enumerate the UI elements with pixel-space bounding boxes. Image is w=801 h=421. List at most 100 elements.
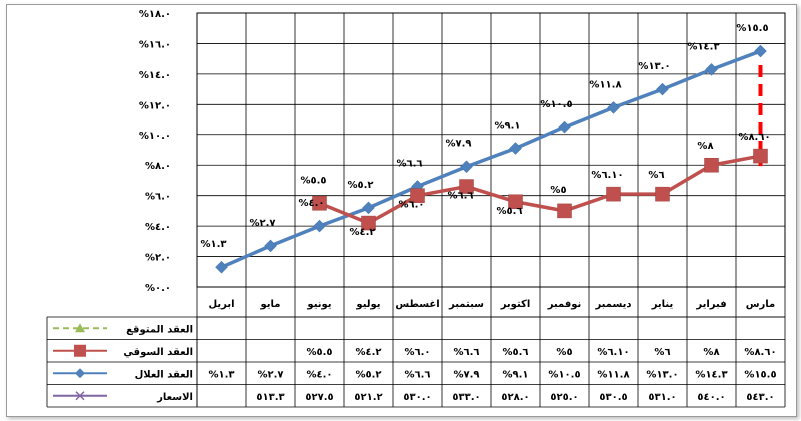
table-cell-market: %٦.٦ xyxy=(453,347,479,358)
fair-series-point xyxy=(607,101,620,114)
table-cell-market: %٦.٠ xyxy=(404,347,430,358)
table-cell-prices: ٥٢٥.٠ xyxy=(550,392,578,403)
plot-series xyxy=(215,44,768,274)
fair-series-point xyxy=(754,44,767,58)
market-data-label: %٥.٦ xyxy=(496,206,522,217)
market-data-label: %٦.٠ xyxy=(398,200,424,211)
market-series-point xyxy=(508,194,523,210)
table-cell-fair: %٩.١ xyxy=(502,369,528,380)
legend-marker-prices xyxy=(75,391,85,401)
fair-data-label: %١٥.٥ xyxy=(736,23,768,34)
table-cell-prices: ٥٤٠.٠ xyxy=(697,392,725,403)
fair-series-point xyxy=(362,201,375,215)
legend-label-prices: الاسعار xyxy=(156,392,193,403)
market-data-label: %٨.٦٠ xyxy=(738,132,770,143)
y-tick-label: %١٤.٠ xyxy=(139,70,171,81)
fair-data-label: %١.٣ xyxy=(200,239,226,250)
table-cell-fair: %٥.٢ xyxy=(355,369,381,380)
table-cell-market: %٦ xyxy=(654,347,670,358)
table-cell-prices: ٥٤٣.٠ xyxy=(746,392,774,403)
x-category-label: يناير xyxy=(651,299,674,310)
x-category-label: نوفمبر xyxy=(547,299,582,310)
market-data-label: %٤.٢ xyxy=(349,227,375,238)
market-data-label: %٥.٥ xyxy=(300,175,326,186)
y-tick-label: %٤.٠ xyxy=(145,222,171,233)
table-cell-prices: ٥٢٧.٥ xyxy=(305,392,333,403)
market-series-point xyxy=(459,179,474,194)
table-cell-fair: %١٤.٣ xyxy=(695,369,727,380)
fair-data-label: %٥.٢ xyxy=(347,180,373,191)
y-tick-label: %١٦.٠ xyxy=(139,39,171,50)
table-cell-fair: %١.٣ xyxy=(208,369,234,380)
fair-data-label: %١٤.٣ xyxy=(687,41,719,52)
table-cell-fair: %١٥.٥ xyxy=(744,369,776,380)
legend-marker-expected xyxy=(75,323,85,333)
market-series-point xyxy=(410,188,425,203)
x-category-label: اكتوبر xyxy=(500,299,531,310)
y-tick-label: %١٨.٠ xyxy=(139,9,171,20)
x-axis-categories: مارس فبراير يناير ديسمبر نوفمبر اكتوبر سبتمبر ا… xyxy=(208,299,775,310)
table-cell-fair: %١٣.٠ xyxy=(646,369,678,380)
fair-series-point xyxy=(313,219,326,233)
market-data-label: %٥ xyxy=(550,185,566,196)
table-cell-market: %٥.٦ xyxy=(502,347,528,358)
market-series-point xyxy=(655,186,670,202)
table-cell-prices: ٥٣٠.٠ xyxy=(403,392,431,403)
table-cell-fair: %١١.٨ xyxy=(597,369,629,380)
market-series-point xyxy=(361,215,376,231)
y-axis-ticks: %٠.٠ %٢.٠ %٤.٠ %٦.٠ %٨.٠ %١٠.٠ %١٢.٠ %١٤.٠ %١٦.٠… xyxy=(139,9,171,294)
table-cell-prices: ٥٣١.٠ xyxy=(648,392,676,403)
fair-series-point xyxy=(460,160,473,174)
fair-data-label: %١٠.٥ xyxy=(540,99,572,110)
fair-series-point xyxy=(705,62,718,76)
legend-label-expected: العقد المتوقع xyxy=(126,324,193,335)
legend-label-fair: العقد العلال xyxy=(135,369,193,380)
fair-data-label: %٩.١ xyxy=(494,120,520,131)
data-labels: %١٥.٥ %١٤.٣ %١٣.٠ %١١.٨ %١٠.٥ %٩.١ %٧.٩ %٦.٦ %٥.… xyxy=(200,23,770,250)
table-cell-prices: ٥٣٠.٥ xyxy=(599,392,627,403)
market-series-point xyxy=(753,148,768,164)
market-data-label: %٦ xyxy=(648,170,664,181)
market-data-label: %٦.٦ xyxy=(447,191,473,202)
table-cell-market: %٨ xyxy=(703,347,719,358)
table-cell-prices: ٥١٣.٣ xyxy=(256,392,284,403)
x-category-label: ديسمبر xyxy=(594,299,631,310)
market-series-point xyxy=(312,196,327,211)
fair-data-label: %٢.٧ xyxy=(249,218,275,229)
table-cell-fair: %٢.٧ xyxy=(257,369,283,380)
x-category-label: فبراير xyxy=(695,299,726,310)
x-category-label: اغسطس xyxy=(395,299,439,310)
fair-series-point xyxy=(264,239,277,253)
legend-label-market: العقد السوقي xyxy=(123,347,193,358)
table-cell-prices: ٥٢١.٢ xyxy=(354,392,382,403)
fair-series-point xyxy=(656,82,669,96)
table-cell-market: %٦.١٠ xyxy=(597,347,629,358)
table-cell-fair: %٦.٦ xyxy=(404,369,430,380)
market-data-label: %٦.١٠ xyxy=(591,170,623,181)
table-cell-fair: %٧.٩ xyxy=(453,369,479,380)
y-tick-label: %٨.٠ xyxy=(145,161,171,172)
fair-data-label: %٤.٠ xyxy=(298,198,324,209)
table-cell-market: %٥ xyxy=(556,347,572,358)
fair-data-label: %١٣.٠ xyxy=(638,61,670,72)
fair-series-point xyxy=(558,120,571,134)
market-series-point xyxy=(704,157,719,173)
market-series-point xyxy=(606,186,621,202)
fair-series-point xyxy=(215,260,228,274)
x-category-label: يونيو xyxy=(306,299,331,310)
market-series-line xyxy=(318,154,761,226)
legend-marker-market xyxy=(74,344,86,357)
data-table: العقد المتوقع العقد السوقي %٨.٦٠ %٨ %٦ %٦.١٠%… xyxy=(53,323,777,403)
x-category-label: سبتمبر xyxy=(448,299,484,310)
table-cell-prices: ٥٢٨.٠ xyxy=(501,392,529,403)
y-tick-label: %١٢.٠ xyxy=(139,100,171,111)
table-cell-market: %٤.٢ xyxy=(355,347,381,358)
market-series-point xyxy=(557,203,572,219)
fair-series-point xyxy=(509,142,522,155)
y-tick-label: %٦.٠ xyxy=(145,192,171,203)
fair-data-label: %١١.٨ xyxy=(589,79,621,90)
x-category-label: مايو xyxy=(260,299,281,310)
fair-data-label: %٧.٩ xyxy=(445,139,471,150)
y-tick-label: %٢.٠ xyxy=(145,253,171,264)
table-cell-fair: %٤.٠ xyxy=(306,369,332,380)
